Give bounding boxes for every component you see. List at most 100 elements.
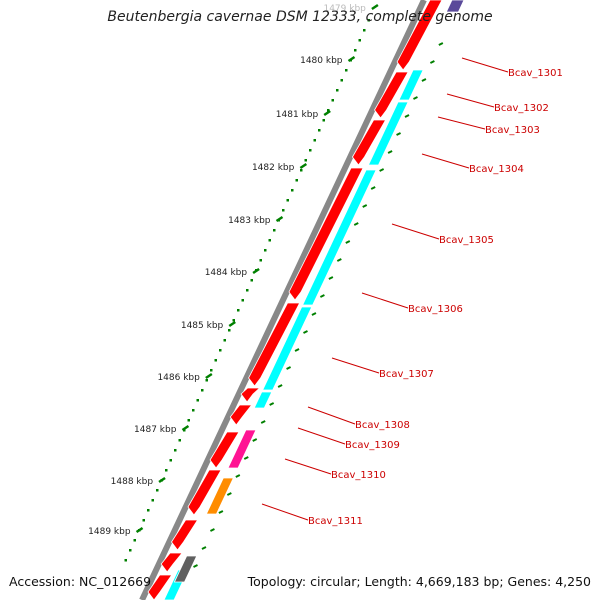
forward-gene-arrow: [396, 0, 443, 71]
ruler-dot: [268, 239, 271, 242]
gene-label: Bcav_1305: [439, 235, 494, 246]
kbp-label: 1489 kbp: [88, 527, 131, 537]
ruler-major-tick: [205, 372, 213, 380]
gene-leader-line: [437, 116, 486, 130]
ruler-dot: [237, 309, 240, 312]
gene-label: Bcav_1310: [331, 470, 386, 481]
ruler-dot: [363, 29, 366, 32]
inner-tick: [404, 114, 410, 118]
inner-tick: [269, 402, 275, 406]
ruler-ticks: [135, 3, 379, 534]
kbp-label: 1487 kbp: [134, 425, 177, 435]
ruler-dot: [205, 379, 208, 382]
reverse-gene-box: [262, 306, 313, 391]
reverse-strand-genes: [163, 0, 465, 600]
reverse-gene-box: [398, 69, 424, 101]
inner-tick: [303, 330, 308, 334]
kbp-label: 1485 kbp: [181, 321, 224, 331]
inner-tick: [277, 384, 283, 388]
ruler-dot: [340, 79, 343, 82]
kbp-label: 1480 kbp: [300, 56, 343, 66]
gene-leader-lines: [261, 57, 509, 521]
ruler-dot: [327, 109, 330, 112]
forward-gene-arrow: [229, 404, 253, 426]
gene-leader-line: [297, 427, 346, 445]
inner-tick: [209, 528, 215, 532]
inner-tick: [413, 96, 418, 100]
ruler-major-tick: [252, 267, 260, 275]
forward-gene-arrow: [374, 71, 409, 119]
ruler-dot: [358, 39, 361, 42]
ruler-dot: [309, 149, 312, 152]
kbp-labels: 1479 kbp 1480 kbp 1481 kbp 1482 kbp 1483 kbp…: [88, 4, 366, 537]
gene-label: Bcav_1311: [308, 516, 363, 527]
ruler-dot: [250, 279, 253, 282]
gene-leader-line: [421, 153, 470, 169]
ruler-dot: [264, 249, 267, 252]
ruler-dot: [201, 389, 204, 392]
genome-summary: Topology: circular; Length: 4,669,183 bp…: [247, 574, 591, 589]
inner-tick: [226, 492, 232, 496]
forward-gene-arrow: [240, 387, 261, 403]
kbp-label: 1486 kbp: [157, 373, 200, 383]
kbp-label: 1488 kbp: [111, 477, 154, 487]
ruler-dot: [331, 99, 334, 102]
gene-label: Bcav_1307: [379, 369, 434, 380]
forward-gene-arrow: [171, 519, 199, 551]
gene-leader-line: [361, 292, 409, 309]
gene-box-orange: [205, 477, 234, 515]
inner-tick: [353, 222, 359, 226]
ruler-dot: [124, 559, 127, 562]
gene-leader-line: [307, 406, 356, 425]
ruler-dot: [246, 289, 249, 292]
gene-label: Bcav_1304: [469, 164, 524, 175]
ruler-dot: [354, 49, 357, 52]
kbp-label: 1482 kbp: [252, 163, 295, 173]
gene-label: Bcav_1306: [408, 304, 463, 315]
inner-tick: [243, 456, 249, 460]
ruler-major-tick: [228, 320, 236, 328]
ruler-dot: [178, 439, 181, 442]
ruler-dot: [174, 449, 177, 452]
ruler-dot: [322, 119, 325, 122]
ruler-dot: [223, 339, 226, 342]
inner-green-ticks: [193, 42, 444, 568]
ruler-major-tick: [299, 162, 308, 170]
forward-gene-arrow: [209, 431, 240, 469]
gene-box-gray: [173, 555, 198, 583]
inner-tick: [387, 150, 393, 154]
ruler-dot: [282, 209, 285, 212]
inner-tick: [328, 276, 334, 280]
reverse-gene-box: [302, 169, 377, 306]
gene-leader-line: [446, 93, 495, 108]
inner-tick: [345, 240, 351, 244]
ruler-dot: [318, 129, 321, 132]
gene-leader-line: [284, 458, 332, 475]
ruler-dot: [219, 349, 222, 352]
inner-tick: [235, 474, 241, 478]
gene-box-magenta: [227, 429, 257, 469]
forward-gene-arrow: [147, 574, 173, 600]
ruler-dot: [228, 329, 231, 332]
inner-tick: [429, 60, 435, 64]
ruler-dot: [133, 539, 136, 542]
inner-tick: [396, 132, 401, 136]
inner-tick: [294, 348, 300, 352]
ruler-dot: [232, 319, 235, 322]
forward-gene-arrow: [351, 119, 387, 166]
ruler-dot: [214, 359, 217, 362]
gene-label: Bcav_1301: [508, 68, 563, 79]
ruler-dot: [241, 299, 244, 302]
ruler-dot: [313, 139, 316, 142]
kbp-label: 1479 kbp: [323, 4, 366, 14]
inner-tick: [252, 438, 258, 442]
ruler-dot: [345, 69, 348, 72]
ruler-dot: [336, 89, 339, 92]
ruler-dot: [259, 259, 262, 262]
reverse-gene-box: [253, 391, 273, 409]
ruler-dot: [273, 229, 276, 232]
inner-tick: [379, 168, 385, 172]
genome-backbone: [139, 0, 427, 600]
ruler-major-tick: [347, 55, 356, 63]
gene-label: Bcav_1309: [345, 440, 400, 451]
